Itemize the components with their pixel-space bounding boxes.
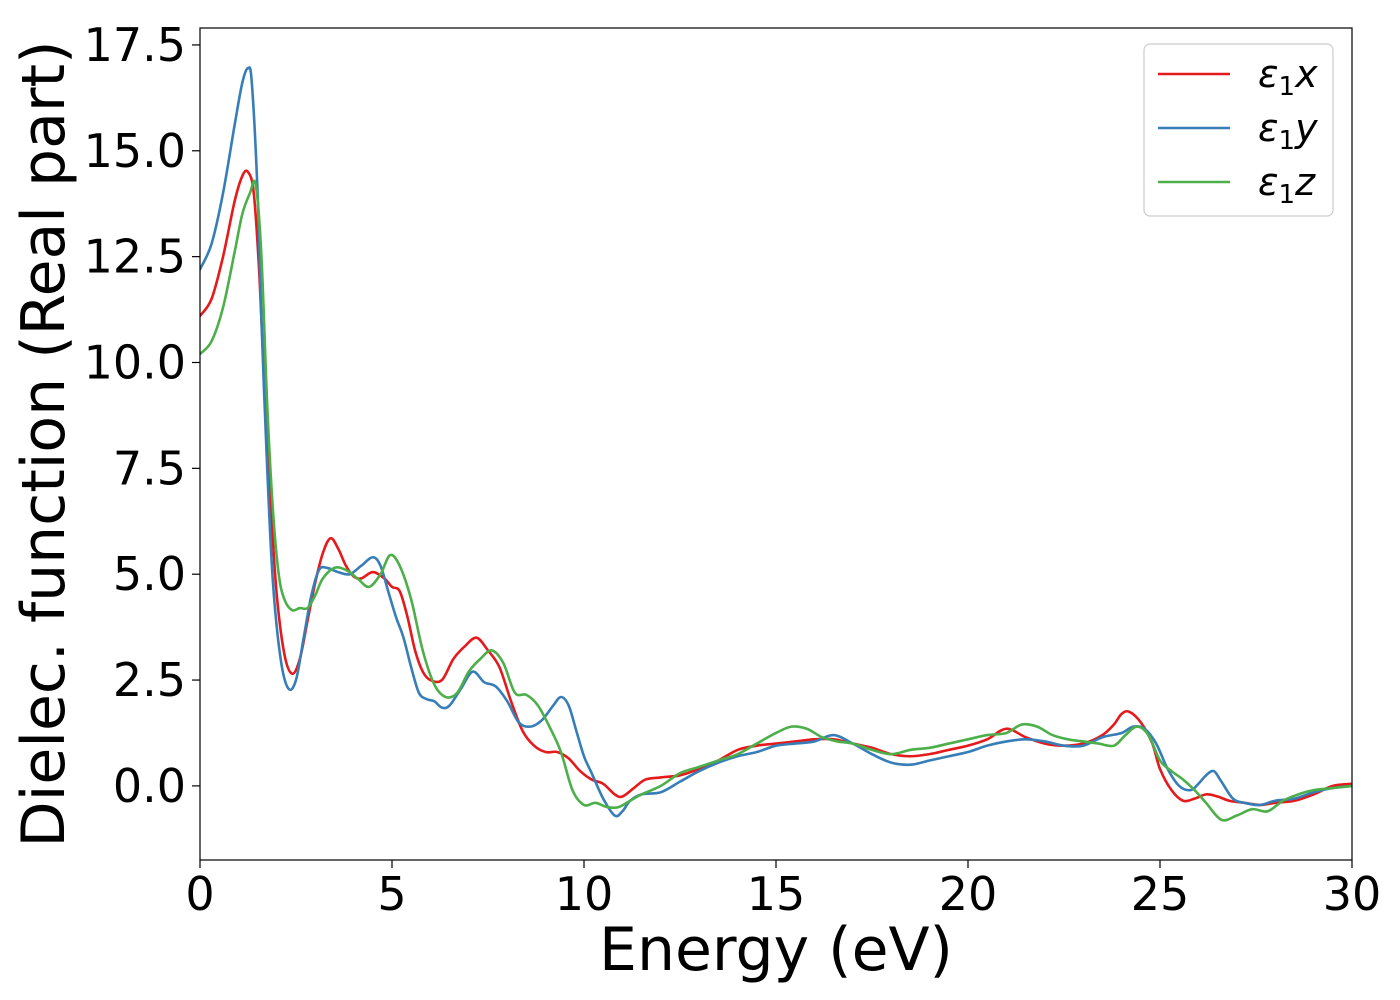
legend-label-z: ε1z [1258, 160, 1316, 210]
x-tick-label: 0 [185, 867, 214, 921]
y-tick-label: 15.0 [84, 124, 186, 178]
y-tick-label: 5.0 [113, 547, 186, 601]
y-tick-label: 7.5 [113, 441, 186, 495]
series-line-y [200, 66, 1352, 818]
legend-box [1143, 43, 1334, 217]
y-axis-label: Dielec. function (Real part) [9, 41, 79, 848]
y-tick-label: 17.5 [84, 18, 186, 72]
legend-label-y: ε1y [1258, 106, 1318, 156]
x-axis-ticks: 0 5 10 15 20 25 30 [185, 860, 1381, 921]
y-tick-label: 2.5 [113, 653, 186, 707]
y-tick-label: 0.0 [113, 759, 186, 813]
series-line-z [200, 179, 1352, 822]
x-axis-label: Energy (eV) [599, 915, 953, 985]
x-tick-label: 30 [1323, 867, 1382, 921]
x-tick-label: 25 [1131, 867, 1190, 921]
y-tick-label: 10.0 [84, 335, 186, 389]
x-tick-label: 5 [377, 867, 406, 921]
series-layer [200, 66, 1352, 822]
y-axis-ticks: 0.0 2.5 5.0 7.5 10.0 12.5 15.0 17.5 [84, 18, 200, 813]
legend-label-x: ε1x [1258, 52, 1318, 102]
x-tick-label: 10 [555, 867, 614, 921]
x-tick-label: 15 [747, 867, 806, 921]
y-tick-label: 12.5 [84, 230, 186, 284]
x-tick-label: 20 [939, 867, 998, 921]
